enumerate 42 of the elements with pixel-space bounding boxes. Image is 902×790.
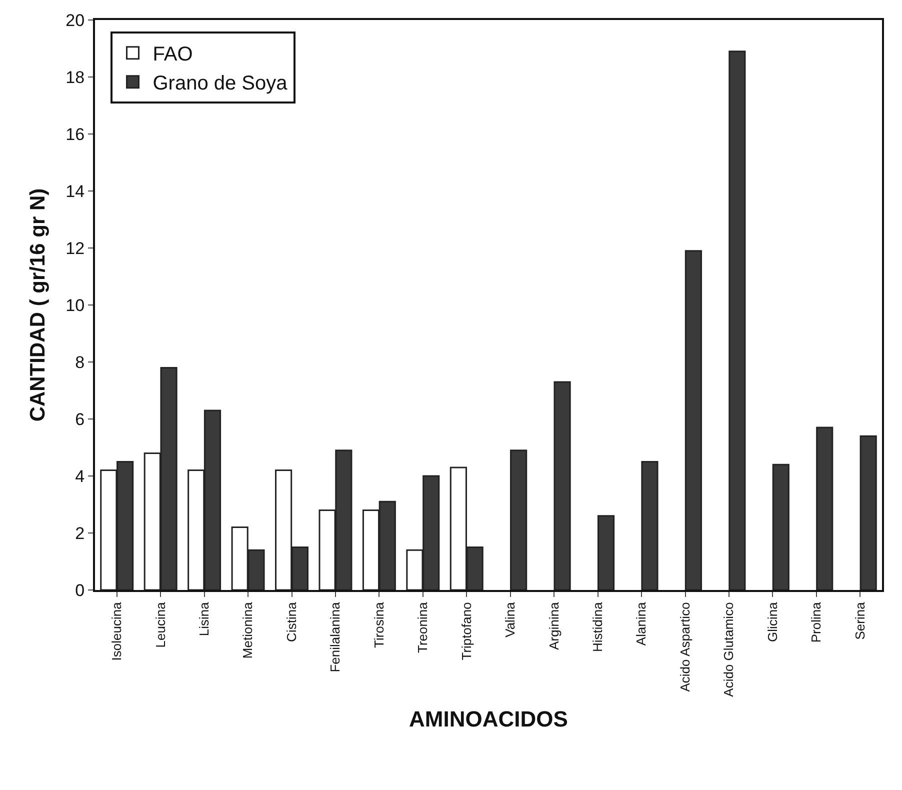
x-tick-label: Glicina: [764, 601, 780, 642]
bar: [641, 461, 658, 590]
bar: [554, 381, 571, 590]
bar: [510, 450, 528, 590]
x-axis-title: AMINOACIDOS: [409, 706, 568, 732]
y-tick-label: 2: [75, 524, 85, 543]
y-tick-label: 4: [75, 466, 85, 486]
x-tick-label: Leucina: [152, 601, 168, 648]
x-tick-label: Valina: [502, 601, 518, 638]
legend-label: FAO: [152, 44, 193, 66]
x-tick-label: Tirosina: [371, 601, 386, 648]
x-tick-label: Acido Aspartico: [677, 602, 692, 692]
x-tick-label: Metionina: [240, 601, 256, 659]
bar: [772, 464, 790, 590]
y-tick-label: 14: [66, 182, 85, 201]
y-tick-label: 0: [75, 580, 85, 600]
x-tick-label: Histidina: [590, 601, 606, 652]
x-tick-label: Prolina: [808, 601, 824, 643]
legend-label: Grano de Soya: [152, 72, 288, 95]
y-tick-label: 20: [66, 10, 85, 30]
x-tick-label: Isoleucina: [109, 601, 124, 661]
y-tick-label: 16: [66, 124, 85, 144]
y-tick-label: 12: [66, 238, 85, 258]
x-tick-label: Acido Glutamico: [721, 602, 736, 697]
x-tick-label: Cistina: [284, 601, 299, 642]
bar: [860, 435, 877, 590]
x-tick-label: Fenilalanina: [328, 601, 343, 672]
y-tick-label: 18: [66, 68, 85, 87]
x-tick-label: Alanina: [634, 601, 649, 646]
y-tick-label: 6: [75, 410, 85, 429]
x-tick-label: Triptofano: [458, 602, 474, 660]
bar: [728, 50, 746, 590]
bar: [597, 515, 615, 590]
y-tick-label: 8: [75, 352, 85, 372]
x-tick-label: Serina: [852, 601, 868, 640]
x-tick-label: Lisina: [196, 601, 212, 636]
x-tick-label: Arginina: [546, 601, 562, 650]
y-tick-label: 10: [66, 296, 85, 315]
bar: [816, 426, 834, 590]
x-tick-label: Treonina: [415, 601, 430, 654]
bar: [684, 250, 702, 590]
y-axis-title: CANTIDAD ( gr/16 gr N): [26, 188, 50, 422]
